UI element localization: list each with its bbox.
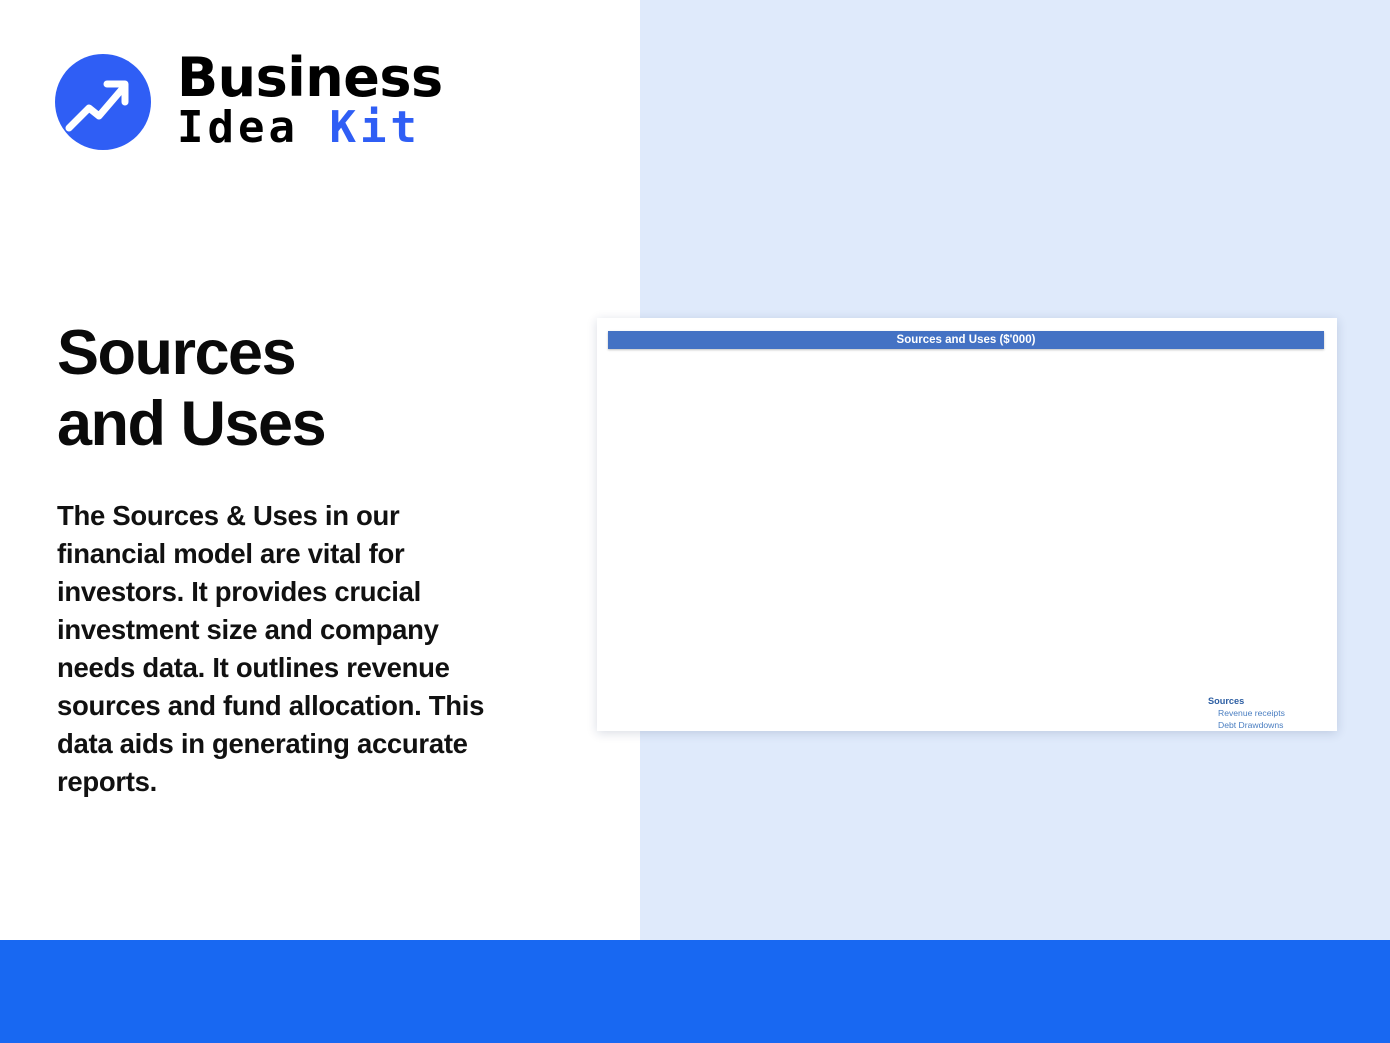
row-label: Debt Drawdowns [1218,720,1284,731]
sources-heading: Sources [1208,696,1245,706]
table-row: Revenue receipts 7 544,1 86,3% [1208,707,1337,719]
table-row: Debt Drawdowns 700,0 8,0% [1208,719,1337,731]
brand-kit-text: Kit [329,101,421,153]
row-label: Revenue receipts [1218,708,1285,719]
page-title: Sources and Uses [57,318,327,459]
spreadsheet-screenshot-card: Sources and Uses ($'000) First 24 months… [597,318,1337,731]
brand-line-1: Business [177,46,443,109]
brand-logo: Business Idea Kit [55,46,443,153]
description-paragraph: The Sources & Uses in our financial mode… [57,500,485,797]
brand-line-2: Idea Kit [177,101,443,153]
spreadsheet-title-bar: Sources and Uses ($'000) [608,331,1324,349]
sources-table: Sources Revenue receipts 7 544,1 86,3% D… [1208,696,1337,731]
growth-arrow-icon [55,53,151,150]
brand-idea-text: Idea [177,101,330,153]
footer-bar [0,940,1390,1043]
brand-wordmark: Business Idea Kit [177,46,443,153]
